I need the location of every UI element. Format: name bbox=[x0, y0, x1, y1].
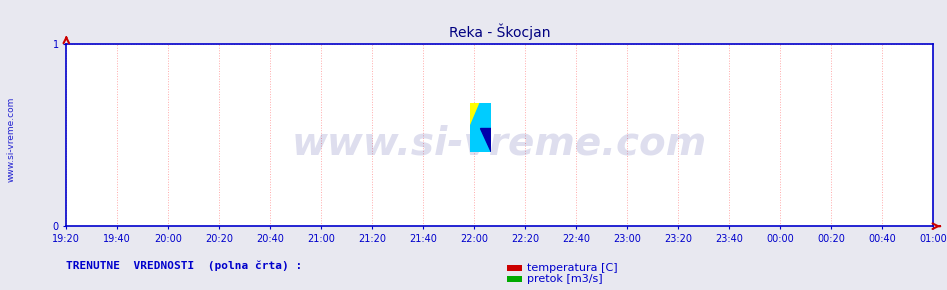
Title: Reka - Škocjan: Reka - Škocjan bbox=[449, 23, 550, 39]
Polygon shape bbox=[470, 103, 480, 128]
Polygon shape bbox=[470, 103, 491, 152]
Text: www.si-vreme.com: www.si-vreme.com bbox=[292, 125, 707, 163]
Polygon shape bbox=[480, 128, 491, 152]
Text: www.si-vreme.com: www.si-vreme.com bbox=[7, 97, 16, 182]
Text: TRENUTNE  VREDNOSTI  (polna črta) :: TRENUTNE VREDNOSTI (polna črta) : bbox=[66, 260, 302, 271]
Text: temperatura [C]: temperatura [C] bbox=[527, 263, 618, 273]
Text: pretok [m3/s]: pretok [m3/s] bbox=[527, 274, 603, 284]
